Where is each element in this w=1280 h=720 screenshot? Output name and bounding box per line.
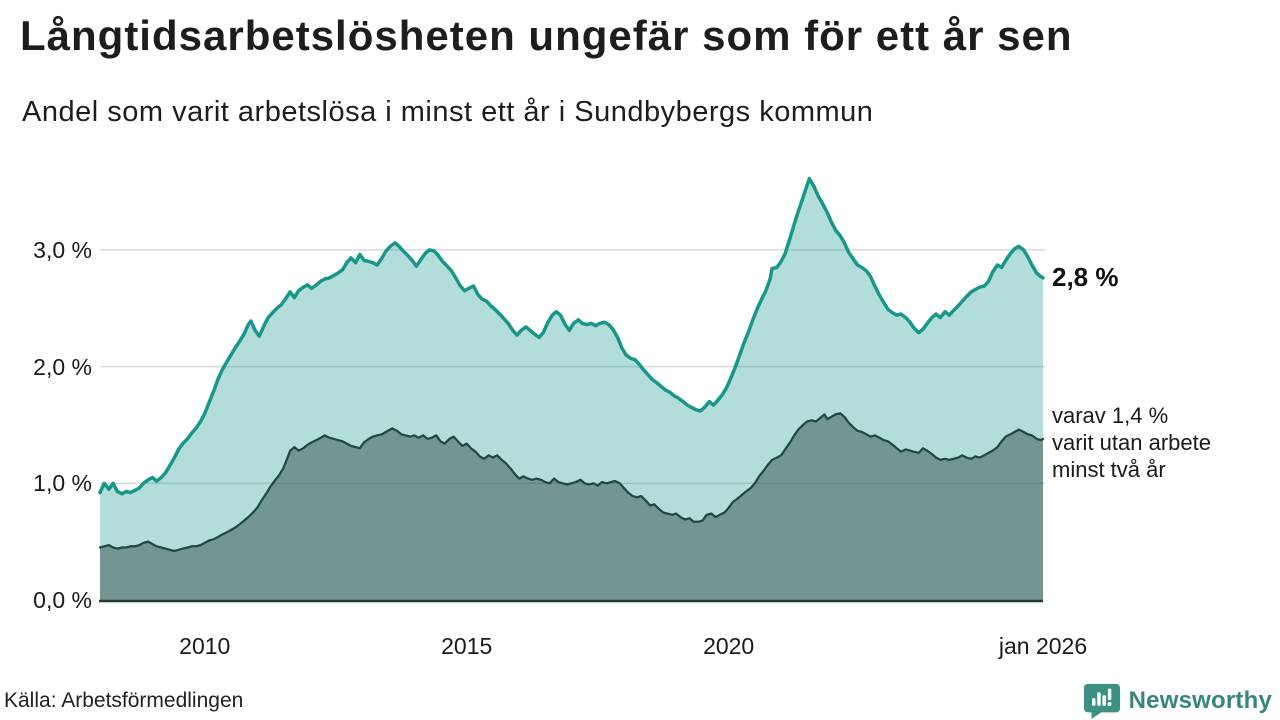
x-axis-label: 2010 <box>179 633 231 659</box>
y-axis-label: 0,0 % <box>33 587 92 613</box>
end-value-annotation: 2,8 % <box>1052 262 1119 292</box>
newsworthy-logo-icon <box>1083 683 1120 719</box>
y-axis-label: 2,0 % <box>33 353 92 380</box>
source-note: Källa: Arbetsförmedlingen <box>4 689 244 712</box>
secondary-annotation: varav 1,4 % varit utan arbete minst två … <box>1052 403 1211 482</box>
series-line-two-years <box>98 412 1045 553</box>
page-title: Långtidsarbetslösheten ungefär som för e… <box>20 12 1073 59</box>
x-axis-label: jan 2026 <box>998 633 1088 659</box>
y-axis-label: 3,0 % <box>33 236 92 263</box>
x-axis-label: 2020 <box>703 633 755 659</box>
x-axis-label: 2015 <box>441 633 493 659</box>
y-axis-label: 1,0 % <box>33 470 92 497</box>
page-subtitle: Andel som varit arbetslösa i minst ett å… <box>22 96 874 128</box>
brand-lockup: Newsworthy <box>1083 682 1272 719</box>
series-area-total <box>100 178 1043 600</box>
series-area-two-years <box>100 413 1043 600</box>
brand-name: Newsworthy <box>1128 686 1272 714</box>
series-line-total <box>98 176 1045 496</box>
